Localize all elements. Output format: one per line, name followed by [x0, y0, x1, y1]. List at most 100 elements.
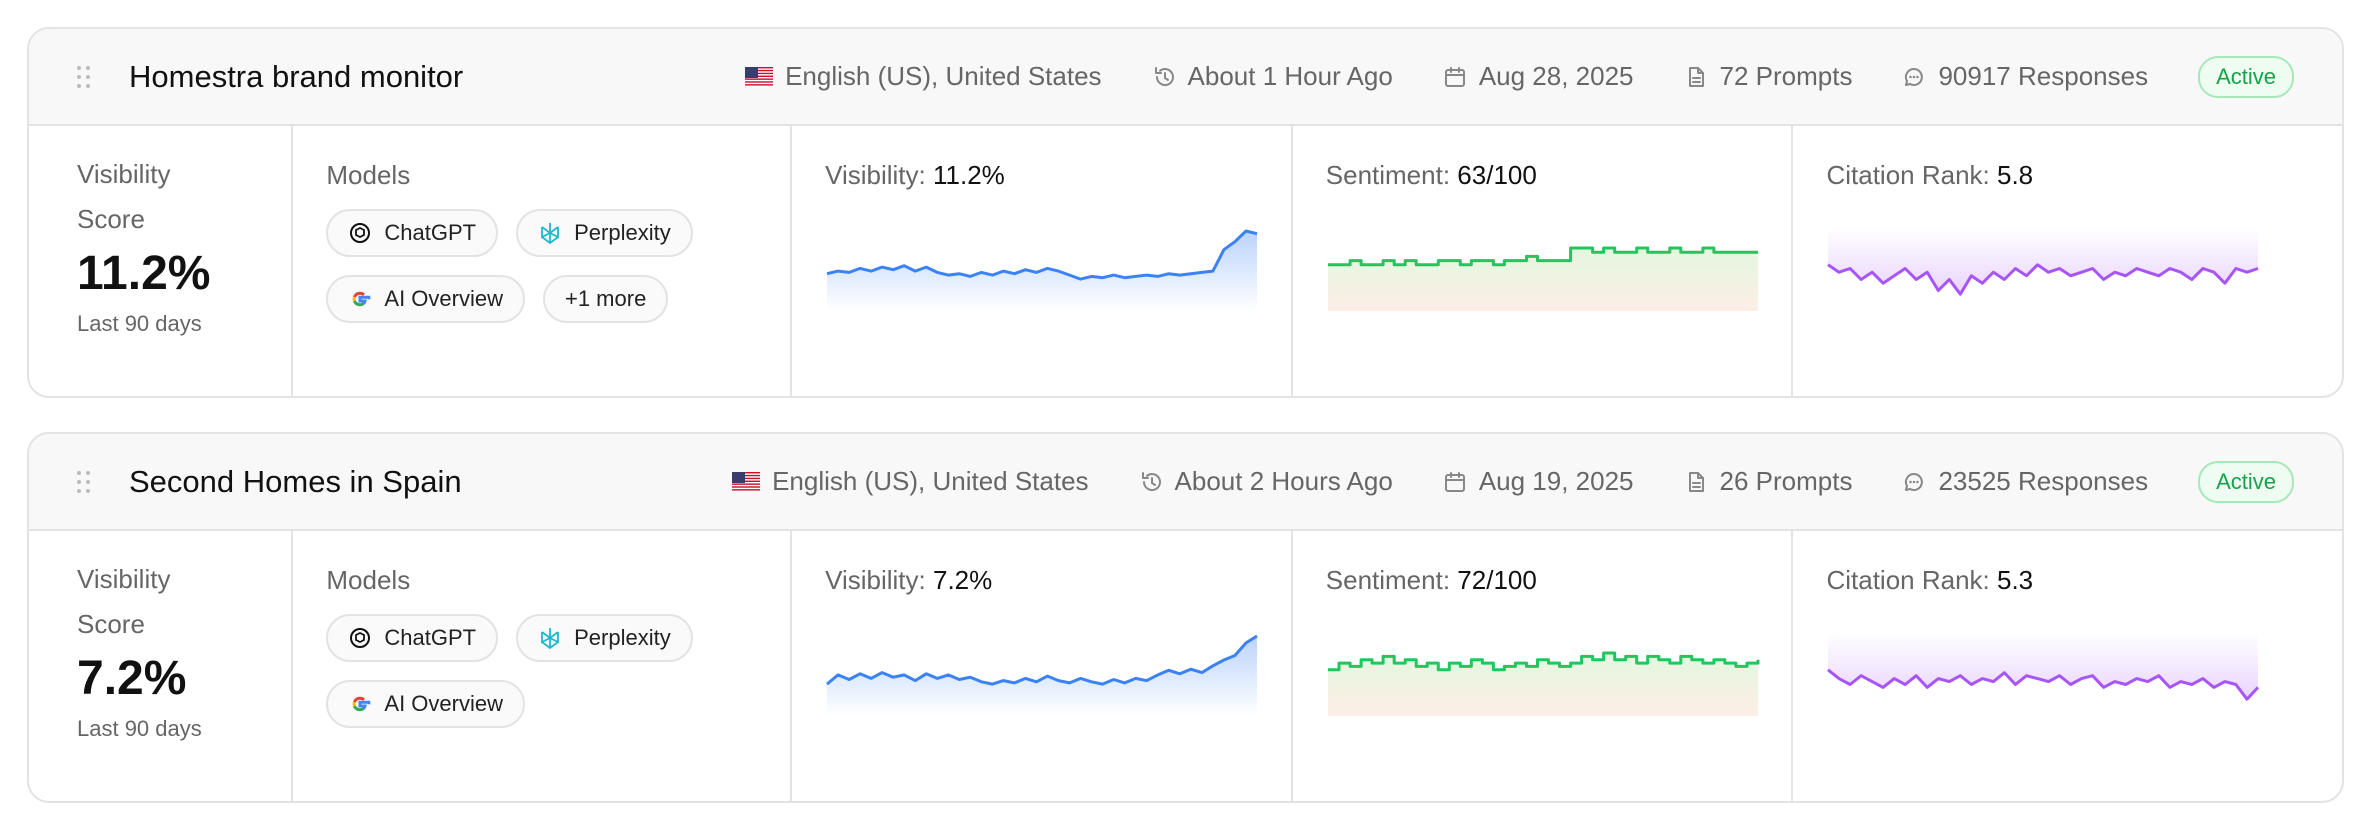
sparkline: [1327, 246, 1758, 311]
chart-heading: Visibility: 11.2%: [825, 160, 1291, 191]
meta-list: English (US), United States About 1 Hour …: [745, 55, 2294, 98]
meta-date: Aug 19, 2025: [1443, 466, 1634, 497]
drag-handle[interactable]: [75, 469, 93, 495]
locale-text: English (US), United States: [785, 61, 1102, 91]
chart-heading: Sentiment: 72/100: [1326, 565, 1792, 596]
model-pills: ChatGPT Perplexity AI Overview +1 more: [326, 209, 746, 323]
citation-panel: Citation Rank: 5.8: [1793, 126, 2342, 396]
visibility-panel: Visibility: 11.2%: [792, 126, 1293, 396]
card-body: Visibility Score 11.2% Last 90 days Models C…: [29, 126, 2342, 396]
meta-locale: English (US), United States: [732, 466, 1089, 497]
sparkline-line: [1827, 668, 2260, 701]
meta-updated: About 2 Hours Ago: [1139, 466, 1393, 497]
chat-icon: [1905, 472, 1924, 491]
model-name: AI Overview: [384, 691, 503, 716]
model-icon: [352, 696, 371, 712]
flag-icon: [732, 471, 761, 492]
monitor-title[interactable]: Second Homes in Spain: [129, 463, 462, 499]
responses-text: 90917 Responses: [1938, 61, 2149, 91]
models-panel: Models ChatGPT Perplexity AI Overview +1 mor…: [293, 126, 793, 396]
chart-heading: Citation Rank: 5.8: [1826, 160, 2342, 191]
prompts-text: 72 Prompts: [1719, 61, 1853, 91]
score-value: 7.2%: [77, 652, 187, 705]
monitor-card: Second Homes in Spain English (US), Unite…: [27, 432, 2344, 803]
card-header: Homestra brand monitor English (US), Unit…: [29, 29, 2342, 126]
locale-text: English (US), United States: [772, 466, 1089, 496]
chart-label: Citation Rank:: [1826, 565, 1990, 595]
cal-icon: [1444, 471, 1465, 492]
score-label: Visibility Score: [77, 564, 171, 639]
model-pill[interactable]: ChatGPT: [326, 614, 499, 662]
chart-value: 11.2%: [932, 160, 1005, 190]
chart-heading: Visibility: 7.2%: [825, 565, 1291, 596]
meta-prompts: 72 Prompts: [1684, 61, 1853, 92]
sparkline: [826, 229, 1258, 311]
score-value: 11.2%: [77, 247, 211, 300]
status-badge: Active: [2198, 460, 2294, 503]
model-pill[interactable]: Perplexity: [516, 209, 693, 257]
chart-heading: Citation Rank: 5.3: [1826, 565, 2342, 596]
models-label: Models: [326, 160, 411, 190]
meta-updated: About 1 Hour Ago: [1152, 61, 1393, 92]
status-badge: Active: [2198, 55, 2294, 98]
card-body: Visibility Score 7.2% Last 90 days Models Ch…: [29, 531, 2342, 801]
citation-panel: Citation Rank: 5.3: [1793, 531, 2342, 801]
models-label: Models: [326, 565, 411, 595]
chat-icon: [1905, 67, 1924, 86]
model-icon: [541, 628, 559, 650]
meta-prompts: 26 Prompts: [1684, 466, 1853, 497]
sparkline-line: [826, 229, 1258, 281]
score-period: Last 90 days: [77, 716, 202, 741]
sparkline: [1327, 651, 1760, 716]
history-icon: [1141, 471, 1161, 491]
card-header: Second Homes in Spain English (US), Unite…: [29, 434, 2342, 531]
model-name: ChatGPT: [384, 625, 477, 650]
prompts-text: 26 Prompts: [1719, 466, 1853, 496]
sparkline-line: [1827, 263, 2259, 296]
meta-responses: 23525 Responses: [1902, 466, 2148, 497]
responses-text: 23525 Responses: [1938, 466, 2149, 496]
sparkline-area: [827, 636, 1258, 716]
model-name: ChatGPT: [384, 220, 477, 245]
sparkline-line: [1327, 651, 1760, 672]
model-pill[interactable]: ChatGPT: [326, 209, 499, 257]
meta-date: Aug 28, 2025: [1443, 61, 1634, 92]
chart-heading: Sentiment: 63/100: [1326, 160, 1792, 191]
sparkline-area: [1828, 632, 2259, 700]
doc-icon: [1688, 66, 1704, 87]
model-pill[interactable]: Perplexity: [516, 614, 693, 662]
monitor-card: Homestra brand monitor English (US), Unit…: [27, 27, 2344, 398]
chart-label: Citation Rank:: [1826, 160, 1990, 190]
chart-value: 7.2%: [932, 565, 993, 595]
model-pill[interactable]: AI Overview: [326, 680, 525, 728]
sparkline-area: [1828, 227, 2259, 295]
monitor-title[interactable]: Homestra brand monitor: [129, 58, 464, 94]
model-pills: ChatGPT Perplexity AI Overview: [326, 614, 746, 728]
date-text: Aug 19, 2025: [1478, 466, 1634, 496]
model-name: Perplexity: [574, 220, 671, 245]
sparkline-line: [826, 634, 1258, 686]
chart-value: 5.8: [1997, 160, 2034, 190]
updated-text: About 1 Hour Ago: [1187, 61, 1393, 91]
chart-value: 5.3: [1997, 565, 2034, 595]
cal-icon: [1444, 66, 1465, 87]
score-label: Visibility Score: [77, 159, 171, 234]
drag-handle[interactable]: [75, 64, 93, 90]
more-models[interactable]: +1 more: [542, 275, 669, 323]
flag-icon: [745, 66, 774, 87]
sparkline-area: [1327, 653, 1758, 716]
sentiment-panel: Sentiment: 63/100: [1293, 126, 1794, 396]
model-icon: [350, 223, 371, 243]
sentiment-panel: Sentiment: 72/100: [1293, 531, 1794, 801]
model-icon: [541, 223, 559, 245]
model-pill[interactable]: AI Overview: [326, 275, 525, 323]
doc-icon: [1688, 471, 1704, 492]
models-panel: Models ChatGPT Perplexity AI Overview: [293, 531, 793, 801]
sparkline: [1827, 227, 2259, 296]
date-text: Aug 28, 2025: [1478, 61, 1634, 91]
model-icon: [352, 291, 371, 307]
chart-label: Visibility:: [825, 565, 926, 595]
history-icon: [1154, 66, 1174, 86]
chart-value: 63/100: [1457, 160, 1537, 190]
